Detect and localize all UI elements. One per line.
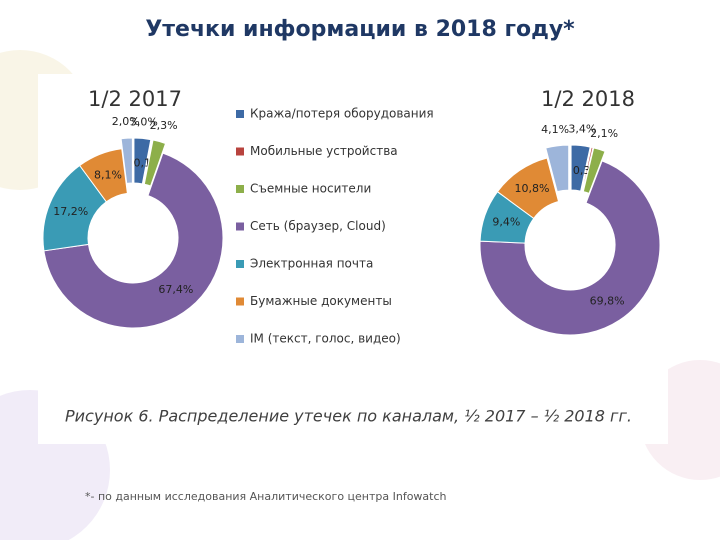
chart-title: 1/2 2017	[88, 87, 182, 111]
legend-label: Съемные носители	[250, 182, 371, 196]
slice	[570, 144, 591, 192]
slice	[78, 148, 128, 203]
slice	[133, 137, 152, 185]
legend-swatch	[236, 110, 244, 118]
slice	[143, 139, 167, 187]
data-label: 2,3%	[150, 119, 178, 132]
slice	[581, 146, 594, 193]
legend-label: Кража/потеря оборудования	[250, 107, 434, 121]
slice	[142, 139, 153, 185]
slice	[496, 157, 560, 220]
legend-swatch	[236, 147, 244, 156]
slice	[582, 147, 606, 195]
data-label: 2,0%	[112, 115, 140, 128]
data-label: 2,1%	[590, 127, 618, 140]
data-label: 69,8%	[590, 294, 625, 307]
data-label: 10,8%	[515, 182, 550, 195]
chart-title: 1/2 2018	[541, 87, 635, 111]
footnote: *- по данным исследования Аналитического…	[85, 490, 447, 503]
slice	[43, 152, 224, 329]
legend-swatch	[236, 185, 244, 193]
data-label: 8,1%	[94, 168, 122, 181]
slice	[545, 144, 570, 193]
data-label: 67,4%	[158, 283, 193, 296]
data-label: 4,1%	[541, 123, 569, 136]
slice	[120, 137, 133, 184]
legend-swatch	[236, 222, 244, 231]
legend-label: Электронная почта	[250, 257, 373, 271]
data-label: 9,4%	[492, 216, 520, 229]
legend-swatch	[236, 335, 244, 343]
slice	[479, 160, 661, 336]
slide-title: Утечки информации в 2018 году*	[145, 17, 575, 42]
legend-label: Мобильные устройства	[250, 144, 398, 158]
legend-swatch	[236, 260, 244, 268]
legend-label: IM (текст, голос, видео)	[250, 332, 401, 346]
data-label: 3,0%	[130, 116, 158, 129]
data-label: 3,4%	[568, 123, 596, 136]
figure-bg	[38, 74, 668, 444]
legend-label: Бумажные документы	[250, 294, 392, 308]
caption: Рисунок 6. Распределение утечек по канал…	[65, 407, 632, 426]
legend-label: Сеть (браузер, Cloud)	[250, 219, 386, 233]
legend-swatch	[236, 297, 244, 306]
data-label: 17,2%	[53, 205, 88, 218]
